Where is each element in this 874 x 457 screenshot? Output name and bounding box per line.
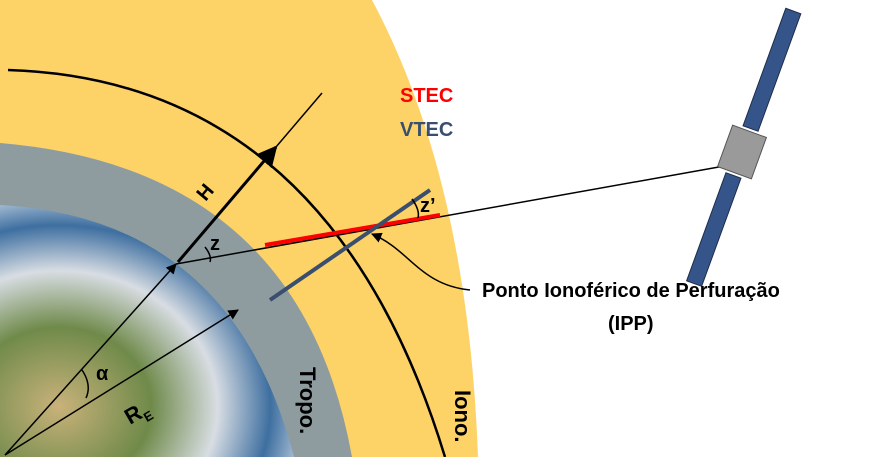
alpha-label: α bbox=[96, 363, 109, 385]
vtec-label: VTEC bbox=[400, 119, 453, 141]
z-label: z bbox=[210, 233, 220, 255]
z-prime-label: z’ bbox=[420, 195, 436, 217]
satellite-body bbox=[718, 125, 767, 179]
page: {"labels": {"stec": "STEC", "vtec": "VTE… bbox=[0, 0, 874, 457]
iono-label: Iono. bbox=[450, 390, 475, 443]
stec-label: STEC bbox=[400, 85, 453, 107]
ipp-abbr: (IPP) bbox=[608, 313, 654, 335]
diagram: STEC VTEC H z z’ Ponto Ionoférico de Per… bbox=[0, 0, 874, 457]
solar-panel bbox=[743, 8, 801, 131]
solar-panel bbox=[687, 173, 741, 287]
ipp-name: Ponto Ionoférico de Perfuração bbox=[482, 280, 780, 302]
satellite bbox=[677, 5, 810, 290]
tropo-label: Tropo. bbox=[295, 367, 320, 434]
